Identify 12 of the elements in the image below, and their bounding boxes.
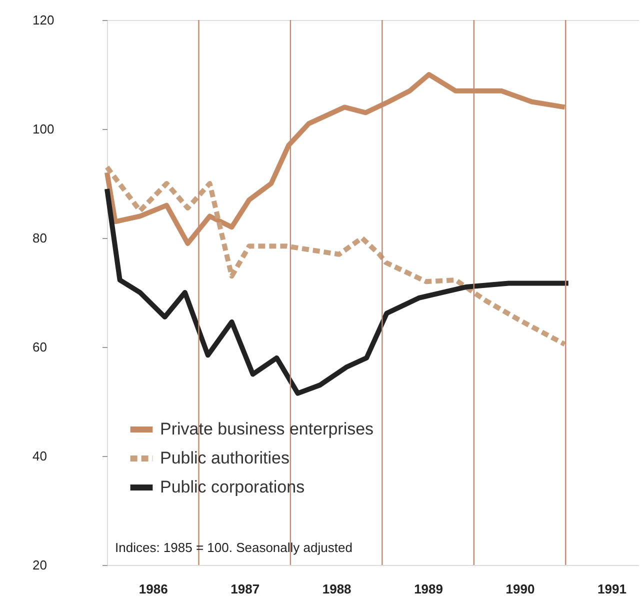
x-tick-label: 1990 (506, 582, 535, 596)
x-tick-label: 1988 (322, 582, 352, 596)
y-tick-label: 60 (32, 340, 47, 354)
y-tick-label: 100 (32, 122, 54, 136)
y-tick-label: 40 (32, 448, 47, 464)
y-tick-label: 20 (32, 558, 47, 572)
y-tick-label: 80 (32, 230, 47, 246)
x-tick-label: 1986 (138, 582, 168, 596)
x-tick-label: 1989 (414, 582, 443, 596)
x-tick-label: 1987 (230, 582, 260, 596)
x-tick-label: 1991 (598, 582, 626, 596)
y-tick-label: 120 (32, 12, 54, 28)
